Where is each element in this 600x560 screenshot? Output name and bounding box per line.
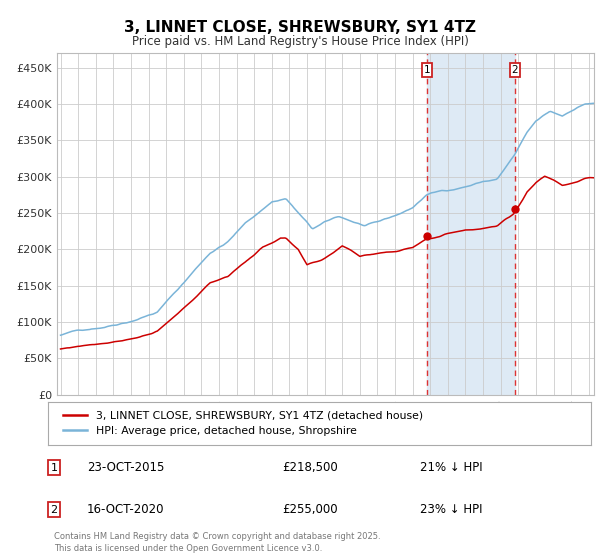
Text: 1: 1 <box>424 65 430 75</box>
Text: 1: 1 <box>50 463 58 473</box>
Text: £255,000: £255,000 <box>282 503 338 516</box>
Text: Contains HM Land Registry data © Crown copyright and database right 2025.
This d: Contains HM Land Registry data © Crown c… <box>54 533 380 553</box>
Bar <box>427 53 515 395</box>
Text: 2: 2 <box>511 65 518 75</box>
Legend: 3, LINNET CLOSE, SHREWSBURY, SY1 4TZ (detached house), HPI: Average price, detac: 3, LINNET CLOSE, SHREWSBURY, SY1 4TZ (de… <box>59 406 427 441</box>
Text: £218,500: £218,500 <box>282 461 338 474</box>
Text: 2: 2 <box>50 505 58 515</box>
Text: 23% ↓ HPI: 23% ↓ HPI <box>420 503 482 516</box>
Text: 16-OCT-2020: 16-OCT-2020 <box>87 503 164 516</box>
Text: 3, LINNET CLOSE, SHREWSBURY, SY1 4TZ: 3, LINNET CLOSE, SHREWSBURY, SY1 4TZ <box>124 20 476 35</box>
Text: 21% ↓ HPI: 21% ↓ HPI <box>420 461 482 474</box>
Text: 23-OCT-2015: 23-OCT-2015 <box>87 461 164 474</box>
Text: Price paid vs. HM Land Registry's House Price Index (HPI): Price paid vs. HM Land Registry's House … <box>131 35 469 48</box>
